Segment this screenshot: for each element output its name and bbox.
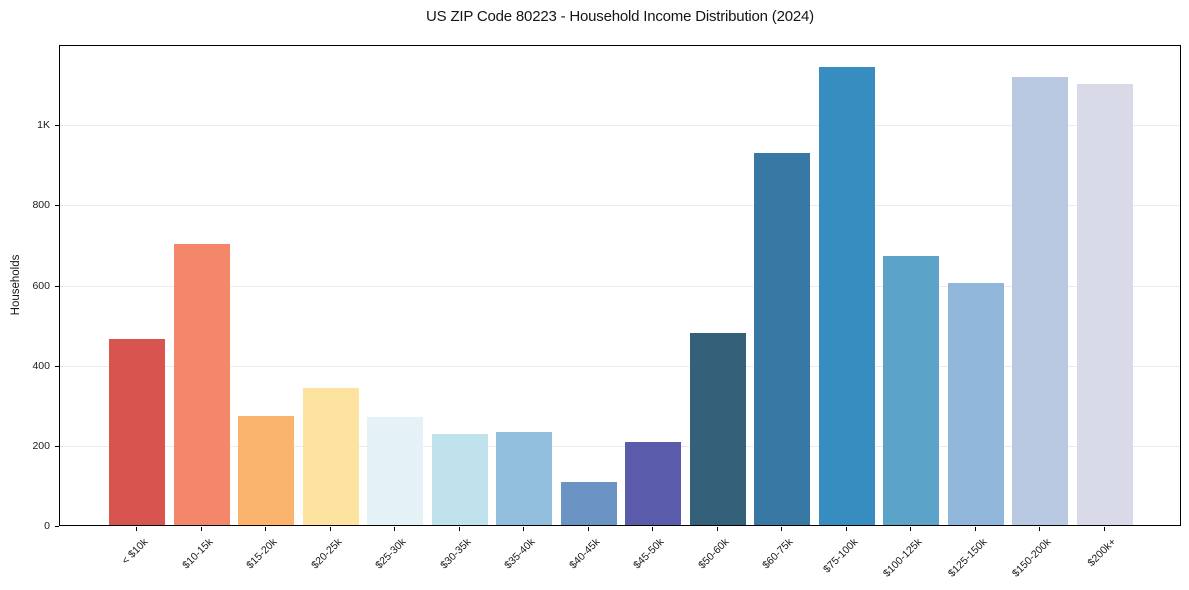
y-tick-mark [55, 526, 59, 527]
chart-title: US ZIP Code 80223 - Household Income Dis… [426, 8, 814, 25]
x-tick-mark [458, 527, 460, 531]
bar [431, 434, 488, 525]
x-tick-mark [587, 527, 589, 531]
x-tick-mark [781, 527, 783, 531]
bar [302, 387, 359, 525]
y-tick-label: 600 [32, 279, 50, 292]
x-tick-mark [394, 527, 396, 531]
x-tick-mark [974, 527, 976, 531]
x-tick-mark [716, 527, 718, 531]
bar [625, 441, 682, 525]
x-tick-mark [329, 527, 331, 531]
y-tick-label: 800 [32, 199, 50, 212]
bar [883, 256, 940, 525]
y-tick-label: 400 [32, 359, 50, 372]
gridline [60, 365, 1180, 367]
bar [367, 416, 424, 525]
gridline [60, 445, 1180, 447]
bar [818, 66, 875, 525]
x-tick-mark [200, 527, 202, 531]
gridline [60, 125, 1180, 127]
bar [496, 432, 553, 525]
x-tick-mark [652, 527, 654, 531]
bar [689, 332, 746, 525]
x-tick-mark [1104, 527, 1105, 531]
y-tick-mark [55, 125, 59, 127]
x-tick-mark [523, 527, 525, 531]
x-tick-mark [136, 527, 137, 531]
gridline [60, 285, 1180, 287]
x-tick-mark [910, 527, 912, 531]
plot-area [59, 45, 1181, 526]
bar [173, 244, 230, 525]
y-tick-label: 0 [44, 520, 50, 532]
x-tick-label: < $10k [119, 536, 151, 567]
bar [560, 481, 617, 525]
y-tick-mark [55, 445, 59, 447]
y-tick-mark [55, 205, 59, 207]
x-tick-mark [1039, 527, 1041, 531]
bar [1012, 76, 1069, 525]
y-tick-mark [55, 365, 59, 367]
bar [754, 153, 811, 525]
gridline [60, 205, 1180, 207]
x-tick-mark [845, 527, 847, 531]
bar [109, 339, 165, 525]
bar [947, 282, 1004, 525]
y-tick-label: 1K [37, 119, 50, 132]
bar [238, 415, 295, 525]
x-tick-mark [265, 527, 267, 531]
y-tick-label: 200 [32, 439, 50, 452]
bar [1077, 84, 1133, 525]
y-tick-mark [55, 285, 59, 287]
